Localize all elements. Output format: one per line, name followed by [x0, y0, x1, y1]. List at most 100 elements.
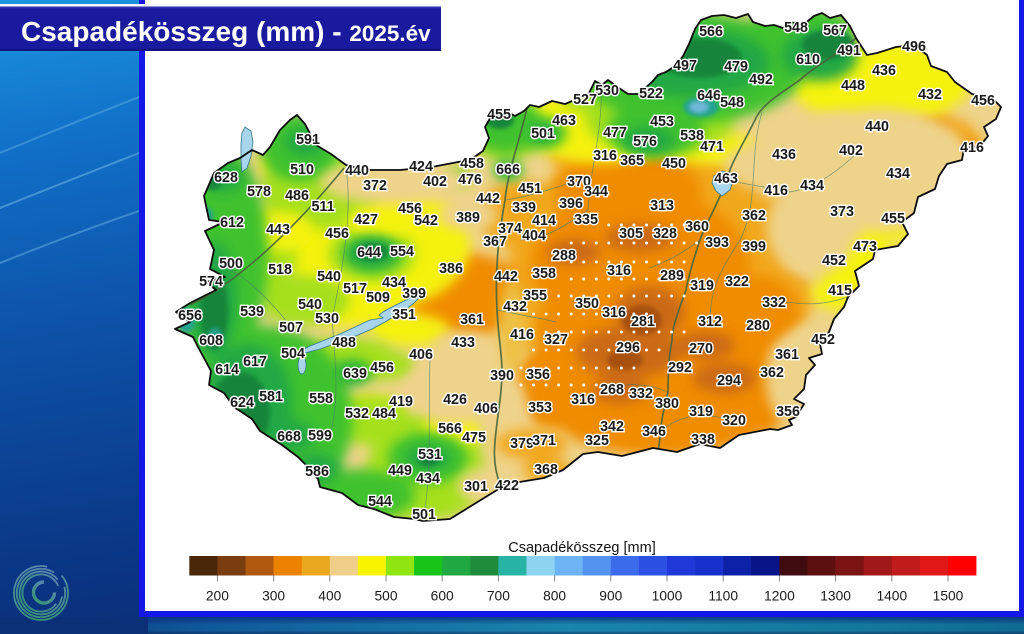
svg-text:200: 200 — [206, 589, 229, 604]
svg-text:586: 586 — [305, 464, 329, 480]
svg-text:440: 440 — [345, 163, 369, 179]
svg-text:319: 319 — [690, 278, 714, 294]
svg-text:548: 548 — [784, 20, 808, 36]
svg-text:451: 451 — [518, 181, 542, 197]
svg-text:419: 419 — [389, 394, 413, 410]
svg-text:432: 432 — [503, 299, 527, 315]
svg-text:346: 346 — [642, 424, 666, 440]
svg-text:530: 530 — [315, 311, 339, 327]
svg-text:292: 292 — [668, 360, 692, 376]
svg-text:339: 339 — [512, 200, 536, 216]
svg-text:434: 434 — [800, 178, 824, 194]
svg-text:371: 371 — [532, 433, 556, 449]
svg-text:380: 380 — [655, 396, 679, 412]
svg-text:332: 332 — [762, 295, 786, 311]
svg-text:639: 639 — [343, 366, 367, 382]
svg-text:800: 800 — [543, 589, 566, 604]
svg-text:576: 576 — [633, 134, 657, 150]
svg-text:591: 591 — [296, 132, 320, 148]
svg-text:507: 507 — [279, 320, 303, 336]
svg-text:440: 440 — [865, 119, 889, 135]
svg-text:288: 288 — [552, 248, 576, 264]
svg-text:353: 353 — [528, 400, 552, 416]
svg-text:268: 268 — [600, 382, 624, 398]
svg-text:360: 360 — [685, 219, 709, 235]
svg-text:599: 599 — [308, 428, 332, 444]
svg-text:301: 301 — [464, 479, 488, 495]
svg-text:427: 427 — [354, 212, 378, 228]
svg-text:473: 473 — [853, 239, 877, 255]
svg-text:608: 608 — [199, 333, 223, 349]
svg-text:628: 628 — [214, 170, 238, 186]
svg-text:415: 415 — [828, 283, 852, 299]
svg-text:414: 414 — [532, 213, 556, 229]
svg-text:491: 491 — [837, 43, 861, 59]
svg-text:646: 646 — [697, 88, 721, 104]
svg-text:335: 335 — [574, 212, 598, 228]
svg-text:518: 518 — [268, 262, 292, 278]
svg-text:510: 510 — [290, 162, 314, 178]
svg-text:1100: 1100 — [708, 589, 738, 604]
svg-text:500: 500 — [374, 589, 397, 604]
svg-text:476: 476 — [458, 172, 482, 188]
svg-text:501: 501 — [531, 126, 555, 142]
svg-text:386: 386 — [439, 261, 463, 277]
svg-text:548: 548 — [720, 95, 744, 111]
svg-text:Csapadékösszeg [mm]: Csapadékösszeg [mm] — [508, 540, 655, 556]
svg-text:406: 406 — [474, 401, 498, 417]
svg-text:281: 281 — [631, 314, 655, 330]
svg-text:452: 452 — [822, 253, 846, 269]
svg-text:342: 342 — [600, 419, 624, 435]
svg-text:496: 496 — [902, 39, 926, 55]
svg-text:325: 325 — [585, 433, 609, 449]
svg-text:504: 504 — [281, 346, 305, 362]
svg-text:624: 624 — [230, 395, 254, 411]
svg-text:522: 522 — [639, 86, 663, 102]
svg-text:558: 558 — [309, 391, 333, 407]
svg-text:350: 350 — [575, 296, 599, 312]
svg-text:300: 300 — [262, 589, 285, 604]
svg-text:416: 416 — [960, 140, 984, 156]
svg-text:517: 517 — [343, 281, 367, 297]
svg-text:338: 338 — [691, 432, 715, 448]
svg-text:554: 554 — [390, 244, 414, 260]
svg-text:477: 477 — [603, 125, 627, 141]
svg-text:544: 544 — [368, 494, 392, 510]
svg-text:614: 614 — [215, 362, 239, 378]
svg-text:442: 442 — [476, 191, 500, 207]
svg-text:644: 644 — [357, 245, 381, 261]
svg-text:434: 434 — [886, 166, 910, 182]
svg-text:574: 574 — [199, 274, 223, 290]
svg-text:442: 442 — [494, 269, 518, 285]
svg-text:399: 399 — [742, 239, 766, 255]
svg-text:365: 365 — [620, 153, 644, 169]
svg-text:373: 373 — [830, 204, 854, 220]
svg-text:312: 312 — [698, 314, 722, 330]
svg-text:316: 316 — [571, 392, 595, 408]
svg-text:456: 456 — [971, 93, 995, 109]
svg-text:400: 400 — [318, 589, 341, 604]
svg-text:356: 356 — [526, 367, 550, 383]
svg-text:566: 566 — [438, 421, 462, 437]
svg-text:531: 531 — [418, 447, 442, 463]
svg-text:450: 450 — [662, 156, 686, 172]
svg-text:374: 374 — [498, 221, 522, 237]
svg-text:479: 479 — [724, 59, 748, 75]
svg-text:372: 372 — [363, 178, 387, 194]
svg-text:320: 320 — [722, 413, 746, 429]
svg-text:509: 509 — [366, 290, 390, 306]
svg-text:492: 492 — [749, 72, 773, 88]
svg-text:436: 436 — [872, 63, 896, 79]
svg-text:367: 367 — [483, 234, 507, 250]
svg-text:455: 455 — [487, 107, 511, 123]
svg-text:527: 527 — [573, 92, 597, 108]
svg-text:452: 452 — [811, 332, 835, 348]
svg-text:316: 316 — [593, 148, 617, 164]
svg-text:458: 458 — [460, 156, 484, 172]
svg-text:501: 501 — [412, 507, 436, 523]
svg-text:406: 406 — [409, 347, 433, 363]
svg-text:404: 404 — [522, 228, 546, 244]
svg-text:463: 463 — [714, 171, 738, 187]
svg-text:434: 434 — [382, 275, 406, 291]
svg-text:416: 416 — [510, 327, 534, 343]
